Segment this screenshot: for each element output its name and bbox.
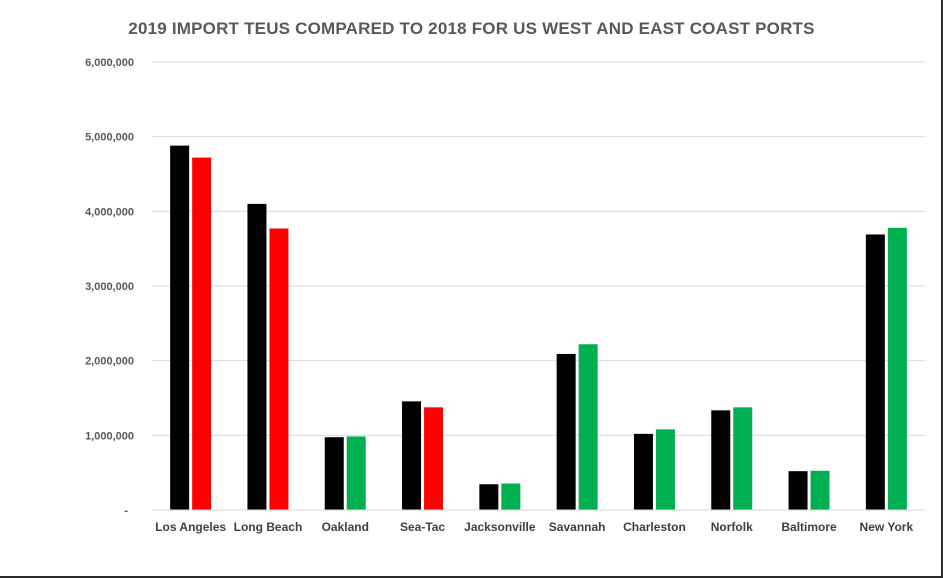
bar-charleston-a xyxy=(633,433,653,510)
chart-title: 2019 IMPORT TEUS COMPARED TO 2018 FOR US… xyxy=(128,19,815,38)
bar-savannah-b xyxy=(578,344,598,510)
bar-norfolk-a xyxy=(711,410,731,510)
y-tick-label: 6,000,000 xyxy=(85,57,134,69)
bar-long-beach-a xyxy=(247,203,267,510)
bar-charleston-b xyxy=(655,429,675,510)
bar-new-york-a xyxy=(865,234,885,511)
bar-new-york-b xyxy=(887,227,907,510)
x-tick-label: New York xyxy=(860,520,914,534)
x-tick-label: Sea-Tac xyxy=(400,520,445,534)
bar-long-beach-b xyxy=(269,228,289,511)
bar-los-angeles-a xyxy=(170,145,190,511)
bar-baltimore-a xyxy=(788,471,808,510)
bar-norfolk-b xyxy=(733,407,753,510)
x-tick-label: Long Beach xyxy=(234,520,303,534)
bar-oakland-b xyxy=(346,436,366,510)
bar-los-angeles-b xyxy=(192,157,212,510)
bar-jacksonville-b xyxy=(501,483,521,510)
x-tick-label: Savannah xyxy=(549,520,606,534)
y-tick-label: 4,000,000 xyxy=(85,206,134,218)
bar-sea-tac-b xyxy=(424,407,444,510)
bar-jacksonville-a xyxy=(479,484,499,510)
bar-savannah-a xyxy=(556,353,576,510)
y-tick-label: 5,000,000 xyxy=(85,132,134,144)
y-tick-label: 2,000,000 xyxy=(85,356,134,368)
x-tick-label: Los Angeles xyxy=(155,520,226,534)
bar-oakland-a xyxy=(324,437,344,510)
y-tick-label: 1,000,000 xyxy=(85,430,134,442)
x-tick-label: Charleston xyxy=(623,520,686,534)
x-tick-label: Oakland xyxy=(322,520,369,534)
x-tick-label: Baltimore xyxy=(781,520,837,534)
bar-sea-tac-a xyxy=(402,401,422,510)
y-tick-label: - xyxy=(124,505,128,517)
x-tick-label: Jacksonville xyxy=(464,520,536,534)
bar-baltimore-b xyxy=(810,470,830,510)
x-tick-label: Norfolk xyxy=(711,520,753,534)
y-tick-label: 3,000,000 xyxy=(85,281,134,293)
